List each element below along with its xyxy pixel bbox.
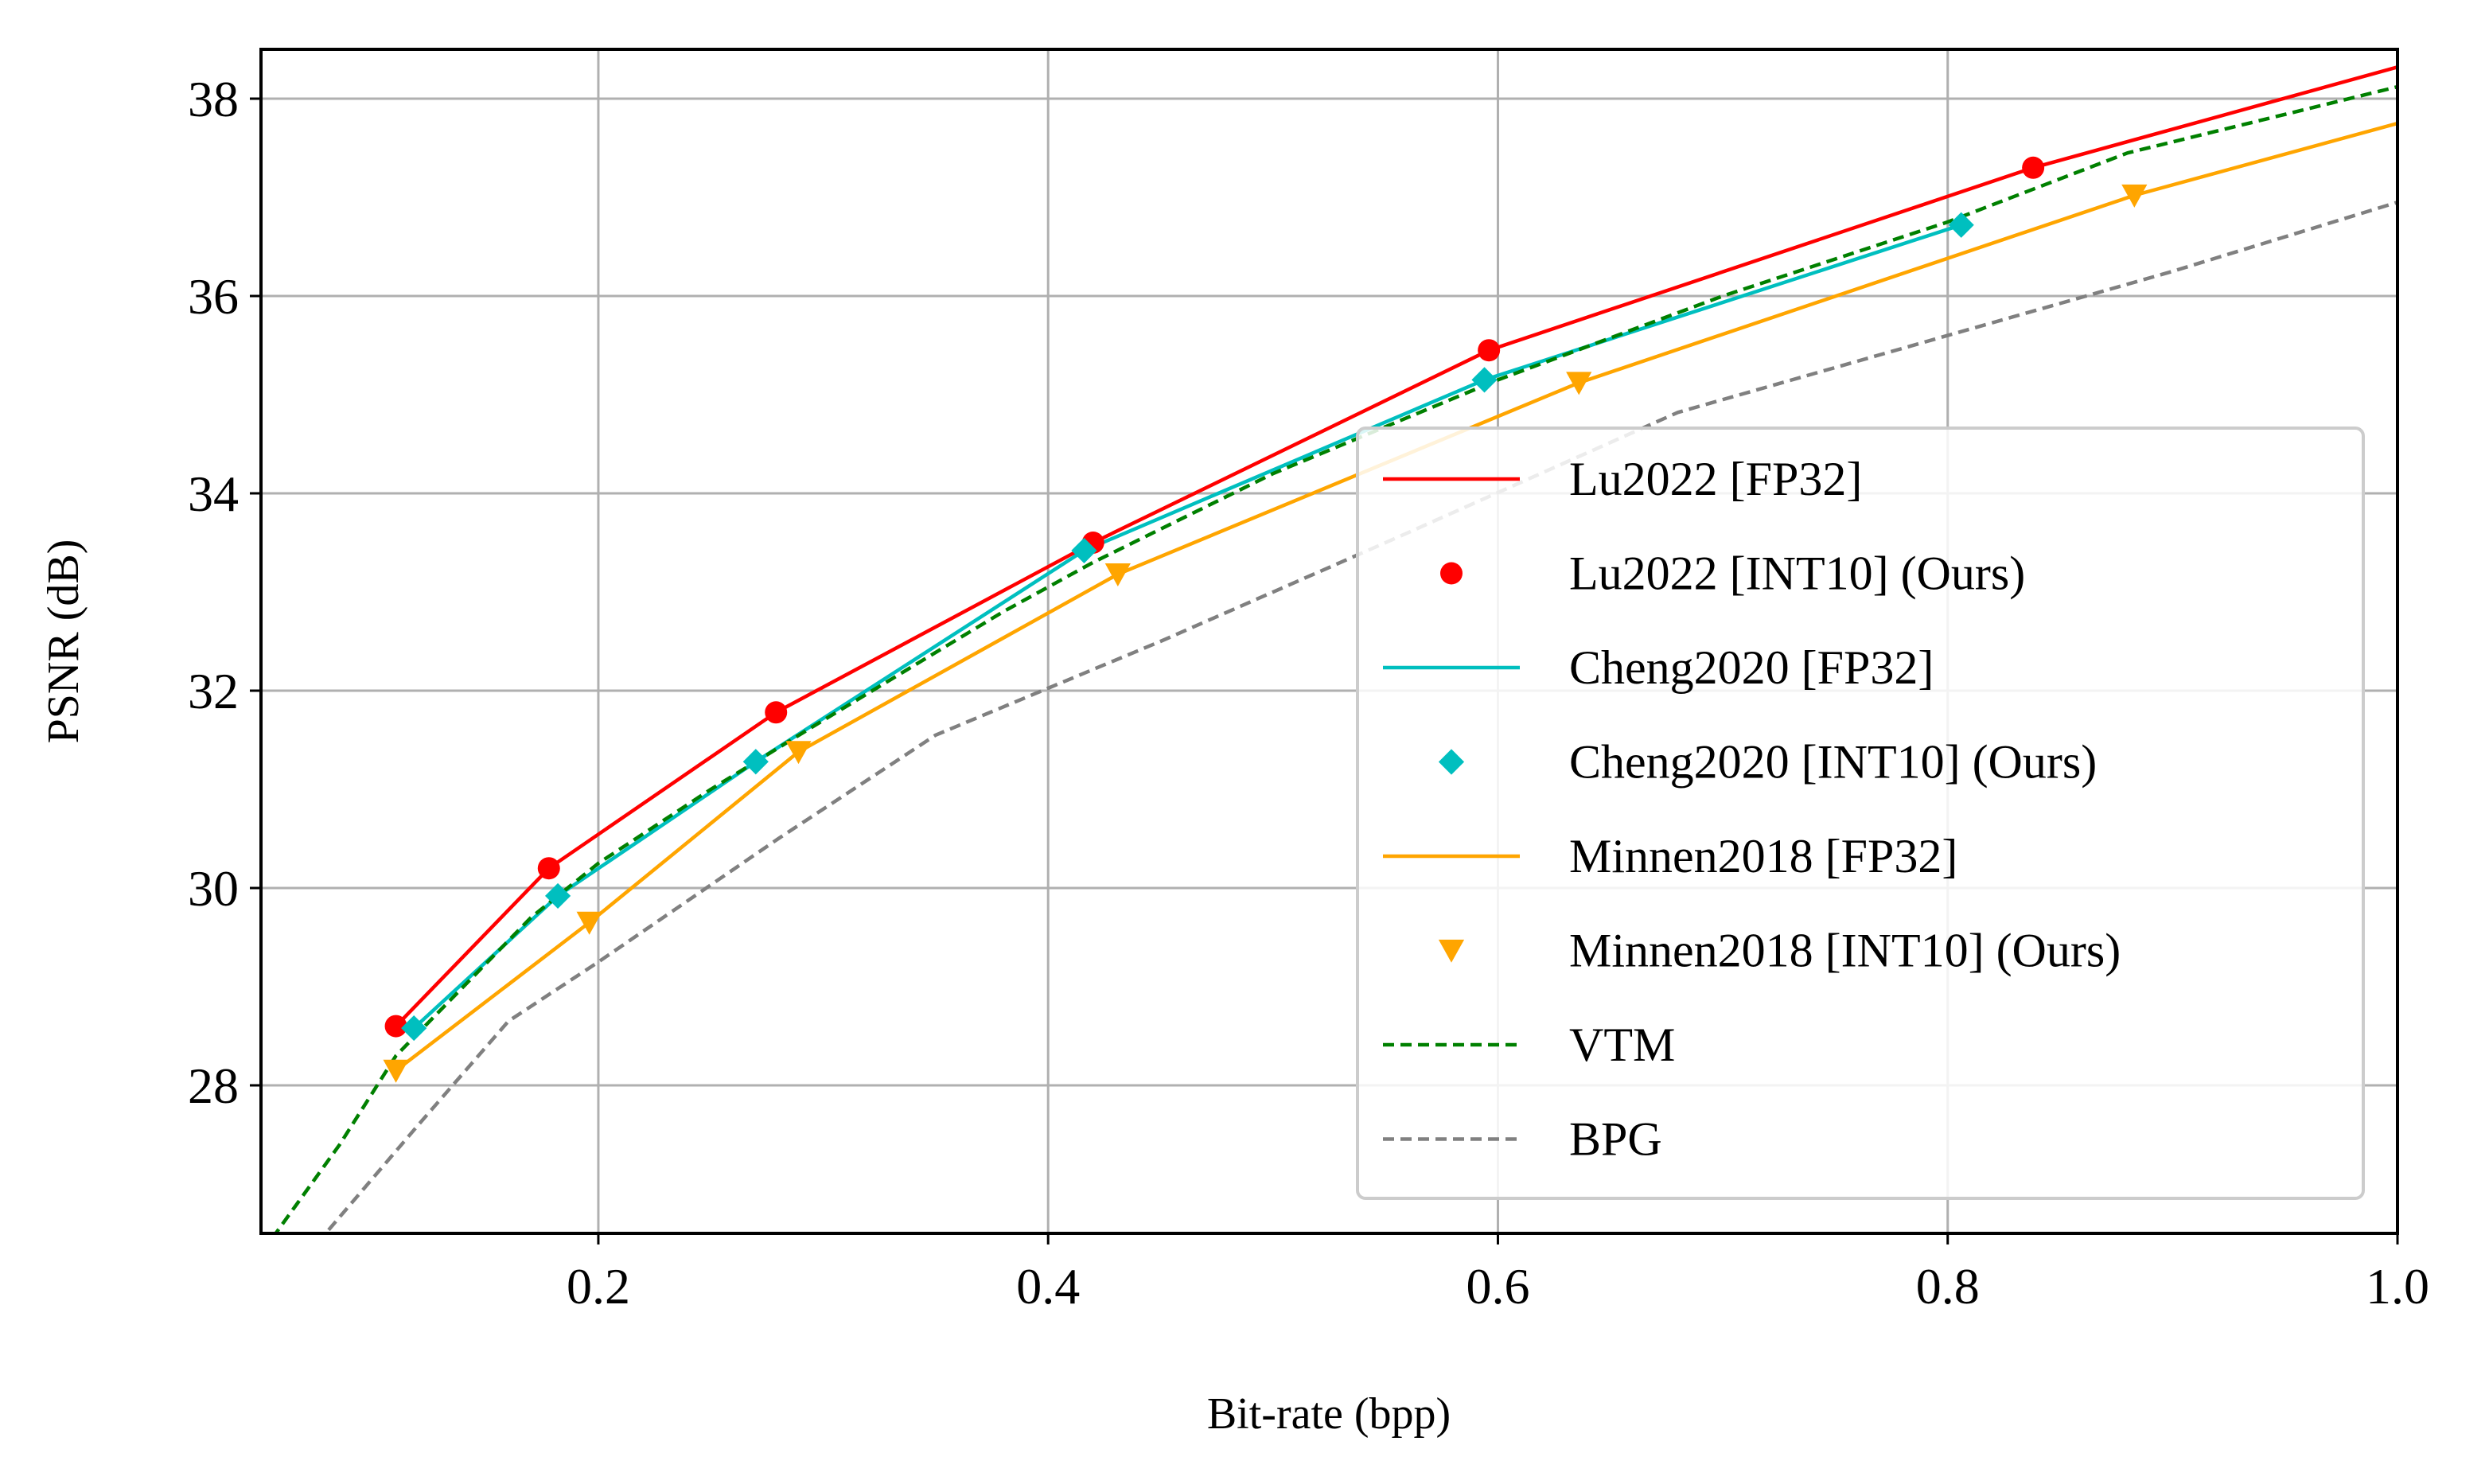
legend-item-minnen2018-int10-ours: Minnen2018 [INT10] (Ours) xyxy=(1438,925,2121,977)
legend-label: Minnen2018 [FP32] xyxy=(1569,830,1957,882)
data-point xyxy=(1948,212,1974,238)
y-axis-title: PSNR (dB) xyxy=(39,539,88,744)
data-point xyxy=(537,857,560,880)
legend-marker-swatch xyxy=(1440,562,1463,585)
legend-label: Lu2022 [INT10] (Ours) xyxy=(1569,547,2025,600)
legend-item-bpg: BPG xyxy=(1383,1113,1662,1166)
x-tick-label: 0.2 xyxy=(567,1258,630,1315)
series-layer xyxy=(273,65,2397,1233)
data-point xyxy=(1478,339,1501,362)
axis-ticks: 0.2 0.4 0.6 0.8 1.0 28 30 32 34 36 38 xyxy=(188,71,2429,1315)
x-tick-label: 0.8 xyxy=(1916,1258,1980,1315)
legend-label: Minnen2018 [INT10] (Ours) xyxy=(1569,925,2121,977)
legend-label: BPG xyxy=(1569,1113,1662,1166)
legend-item-vtm: VTM xyxy=(1383,1019,1675,1071)
data-point xyxy=(383,1059,409,1083)
data-point xyxy=(2022,156,2045,179)
legend-marker-swatch xyxy=(1438,749,1465,775)
data-point xyxy=(384,1015,407,1038)
data-point xyxy=(785,741,812,765)
data-point xyxy=(1104,563,1131,586)
legend-item-cheng2020-int10-ours: Cheng2020 [INT10] (Ours) xyxy=(1438,736,2097,789)
y-tick-label: 36 xyxy=(188,268,239,325)
y-tick-label: 30 xyxy=(188,860,239,917)
plot-frame xyxy=(259,48,2399,1235)
x-tick-label: 1.0 xyxy=(2366,1258,2429,1315)
series-line-bpg xyxy=(323,201,2397,1233)
x-tick-label: 0.4 xyxy=(1016,1258,1080,1315)
legend: Lu2022 [FP32] Lu2022 [INT10] (Ours) Cheng2… xyxy=(1356,427,2365,1200)
series-markers-cheng2020-int10-ours xyxy=(401,212,1974,1042)
legend-item-cheng2020-fp32: Cheng2020 [FP32] xyxy=(1383,641,1934,694)
data-point xyxy=(576,911,602,935)
legend-item-lu2022-int10-ours: Lu2022 [INT10] (Ours) xyxy=(1440,547,2025,600)
legend-label: VTM xyxy=(1569,1019,1675,1071)
data-point xyxy=(401,1015,427,1042)
data-point xyxy=(742,749,769,775)
y-tick-label: 34 xyxy=(188,465,239,522)
legend-label: Lu2022 [FP32] xyxy=(1569,453,1862,505)
data-point xyxy=(1566,372,1592,395)
data-point xyxy=(765,701,788,724)
legend-item-lu2022-fp32: Lu2022 [FP32] xyxy=(1383,453,1862,505)
series-line-vtm xyxy=(273,84,2397,1233)
x-tick-label: 0.6 xyxy=(1466,1258,1529,1315)
data-point xyxy=(1471,367,1498,393)
legend-label: Cheng2020 [FP32] xyxy=(1569,641,1934,694)
y-tick-label: 38 xyxy=(188,71,239,127)
series-markers-minnen2018-int10-ours xyxy=(383,184,2148,1083)
y-tick-label: 32 xyxy=(188,663,239,719)
data-point xyxy=(1071,537,1097,564)
legend-marker-swatch xyxy=(1438,939,1465,963)
legend-box xyxy=(1356,427,2365,1200)
legend-item-minnen2018-fp32: Minnen2018 [FP32] xyxy=(1383,830,1957,882)
data-point xyxy=(2121,184,2148,208)
legend-label: Cheng2020 [INT10] (Ours) xyxy=(1569,736,2097,789)
x-axis-title: Bit-rate (bpp) xyxy=(1207,1389,1451,1439)
data-point xyxy=(544,882,571,909)
y-tick-label: 28 xyxy=(188,1057,239,1114)
